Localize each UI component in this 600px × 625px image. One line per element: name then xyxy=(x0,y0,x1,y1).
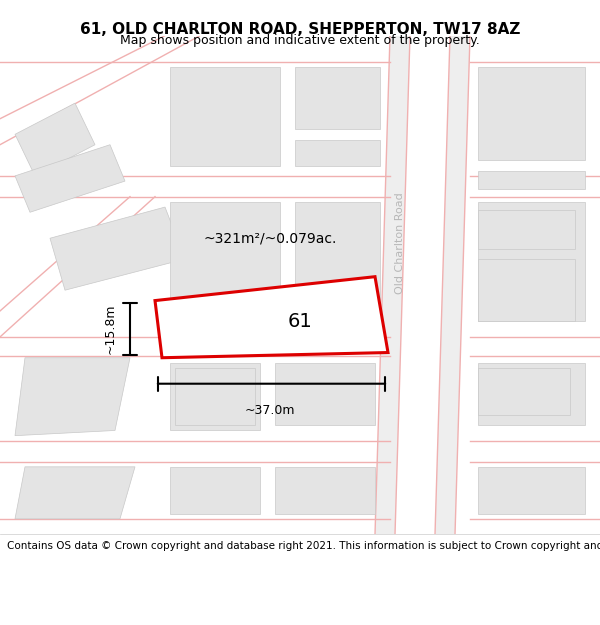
Text: 61, OLD CHARLTON ROAD, SHEPPERTON, TW17 8AZ: 61, OLD CHARLTON ROAD, SHEPPERTON, TW17 … xyxy=(80,22,520,38)
Polygon shape xyxy=(170,467,260,514)
Text: ~37.0m: ~37.0m xyxy=(245,404,295,418)
Polygon shape xyxy=(295,202,380,326)
Polygon shape xyxy=(478,67,585,160)
Polygon shape xyxy=(175,368,255,425)
Polygon shape xyxy=(15,145,125,212)
Polygon shape xyxy=(275,363,375,425)
Text: Old Charlton Road: Old Charlton Road xyxy=(395,192,405,294)
Polygon shape xyxy=(478,368,570,415)
Text: Map shows position and indicative extent of the property.: Map shows position and indicative extent… xyxy=(120,34,480,47)
Polygon shape xyxy=(435,36,470,534)
Polygon shape xyxy=(275,467,375,514)
Polygon shape xyxy=(478,259,575,321)
Polygon shape xyxy=(15,357,130,436)
Polygon shape xyxy=(15,467,135,519)
Text: ~321m²/~0.079ac.: ~321m²/~0.079ac. xyxy=(203,231,337,245)
Polygon shape xyxy=(478,202,585,321)
Polygon shape xyxy=(155,277,388,358)
Text: Contains OS data © Crown copyright and database right 2021. This information is : Contains OS data © Crown copyright and d… xyxy=(7,541,600,551)
Polygon shape xyxy=(375,36,410,534)
Polygon shape xyxy=(478,210,575,249)
Polygon shape xyxy=(170,67,280,166)
Polygon shape xyxy=(170,202,280,326)
Polygon shape xyxy=(295,139,380,166)
Polygon shape xyxy=(15,103,95,176)
Polygon shape xyxy=(478,467,585,514)
Polygon shape xyxy=(478,363,585,425)
Text: ~15.8m: ~15.8m xyxy=(104,303,116,354)
Polygon shape xyxy=(170,363,260,431)
Polygon shape xyxy=(478,171,585,189)
Polygon shape xyxy=(295,67,380,129)
Polygon shape xyxy=(50,207,185,290)
Text: 61: 61 xyxy=(287,312,313,331)
